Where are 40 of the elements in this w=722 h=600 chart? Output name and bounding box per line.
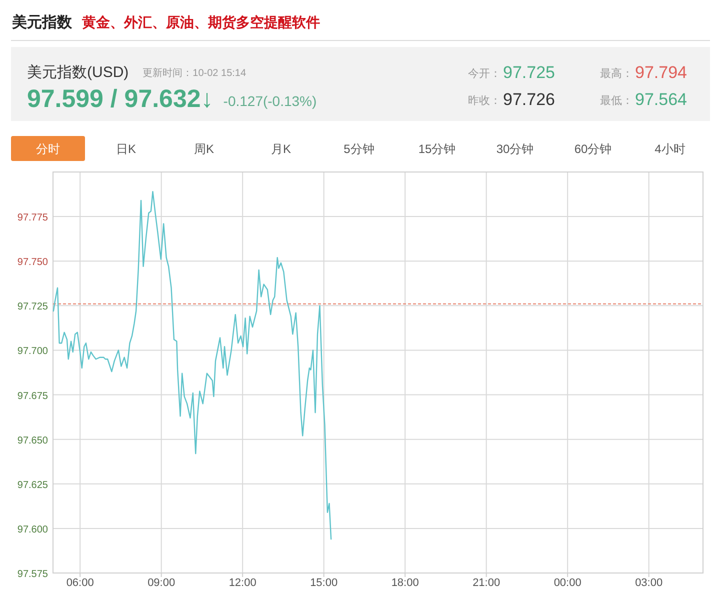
text: 最高：	[600, 67, 633, 80]
x-tick-label: 21:00	[472, 577, 500, 589]
y-tick-label: 97.675	[17, 390, 48, 402]
text: 更新时间：10-02 15:14	[142, 67, 246, 79]
y-tick-label: 97.700	[17, 346, 48, 358]
text: 日K	[116, 142, 136, 156]
text: 4小时	[654, 142, 686, 156]
text: 97.725	[503, 63, 555, 82]
text: 97.564	[635, 90, 687, 109]
text: 周K	[194, 142, 214, 156]
x-tick-label: 09:00	[148, 577, 176, 589]
x-tick-label: 15:00	[310, 577, 338, 589]
x-tick-label: 12:00	[228, 577, 256, 589]
text: -0.127(-0.13%)	[223, 93, 317, 109]
text: 97.726	[503, 90, 555, 109]
text: 15分钟	[418, 142, 456, 156]
y-tick-label: 97.575	[17, 569, 48, 580]
x-tick-label: 03:00	[635, 577, 663, 589]
y-tick-label: 97.650	[17, 435, 48, 446]
y-tick-label: 97.750	[17, 257, 48, 268]
text: 97.794	[635, 63, 687, 82]
chart-title: 美元指数	[11, 13, 73, 31]
text: 今开：	[468, 68, 501, 80]
text: 30分钟	[496, 142, 534, 156]
text: 昨收：	[468, 95, 501, 107]
text: 分时	[36, 142, 60, 156]
y-tick-label: 97.625	[17, 480, 48, 491]
y-tick-label: 97.725	[17, 302, 48, 313]
text: 60分钟	[574, 142, 612, 156]
chart-subtitle: 黄金、外汇、原油、期货多空提醒软件	[81, 14, 320, 30]
text: 5分钟	[344, 142, 374, 156]
x-tick-label: 06:00	[66, 577, 94, 589]
y-tick-label: 97.775	[17, 212, 48, 224]
text: 97.599 / 97.632↓	[27, 85, 214, 113]
y-tick-label: 97.600	[17, 524, 48, 536]
text: 美元指数(USD)	[27, 64, 129, 81]
text: 月K	[270, 142, 292, 156]
x-tick-label: 00:00	[554, 577, 582, 589]
x-tick-label: 18:00	[391, 577, 419, 589]
text: 最低：	[600, 95, 633, 107]
